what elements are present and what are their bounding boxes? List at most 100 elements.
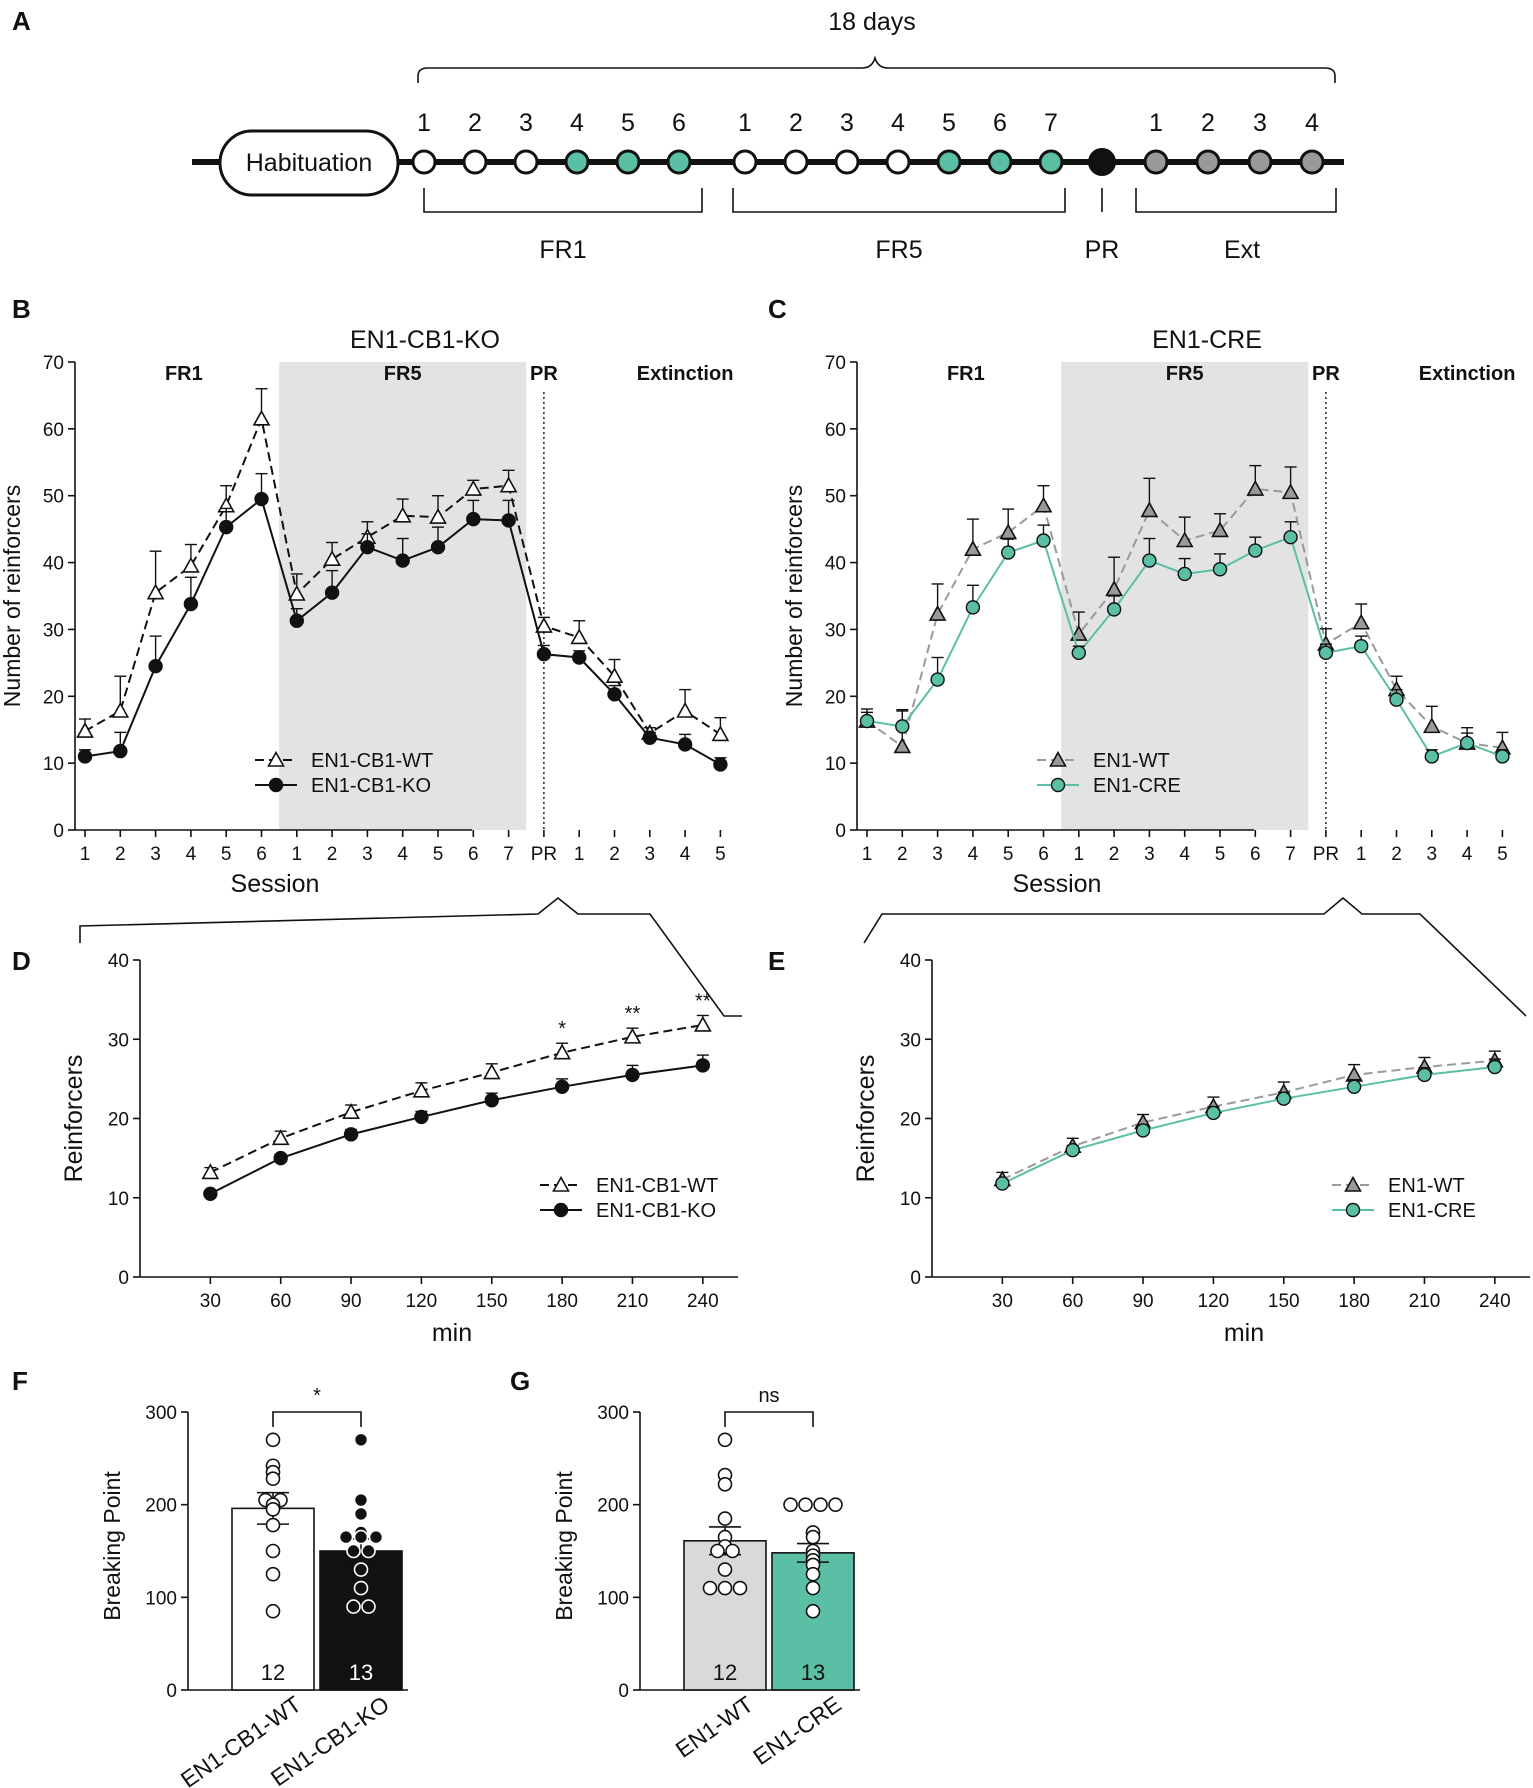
- series-line: [1001, 1059, 1495, 1181]
- data-point-circle: [965, 600, 981, 615]
- data-point-circle: [1106, 602, 1122, 617]
- sample-size-label: 13: [349, 1660, 373, 1685]
- x-tick-label: 3: [362, 844, 373, 865]
- data-point-circle: [1001, 545, 1016, 560]
- individual-data-point: [828, 1497, 843, 1512]
- data-point-circle: [466, 511, 481, 527]
- legend-label: EN1-WT: [1093, 750, 1170, 772]
- session-number: 1: [738, 109, 752, 137]
- data-point-circle: [1487, 1059, 1503, 1075]
- y-tick-label: 0: [53, 821, 64, 842]
- phase-label: Extinction: [1419, 363, 1516, 385]
- data-point-triangle: [553, 1043, 571, 1060]
- session-dot: [411, 149, 437, 175]
- x-tick-label: 2: [115, 844, 126, 865]
- individual-data-point: [717, 1562, 733, 1577]
- phase-label: FR5: [384, 363, 422, 385]
- y-axis-label: Number of reinforcers: [0, 485, 25, 707]
- session-number: 5: [621, 109, 635, 137]
- significance-marker: **: [695, 990, 711, 1012]
- ext-label: Ext: [1224, 236, 1260, 264]
- individual-data-point: [265, 1432, 281, 1448]
- x-tick-label: PR: [531, 844, 557, 865]
- x-tick-label: 90: [340, 1291, 361, 1312]
- session-dot: [885, 149, 911, 175]
- series-line: [209, 1064, 703, 1195]
- x-tick-label: PR: [1313, 844, 1339, 865]
- session-number: 6: [993, 109, 1007, 137]
- x-tick-label: 7: [503, 844, 514, 865]
- data-point-circle: [273, 1150, 288, 1166]
- x-tick-label: 1: [80, 844, 91, 865]
- data-point-circle: [1065, 1142, 1080, 1158]
- connector-d: [79, 896, 742, 1017]
- data-point-triangle: [1344, 1175, 1362, 1192]
- session-number: 7: [1044, 109, 1058, 137]
- session-dot: [1038, 149, 1064, 175]
- sample-size-label: 13: [801, 1660, 825, 1685]
- x-tick-label: 6: [256, 844, 267, 865]
- series-en1-cre: [859, 521, 1510, 764]
- data-point-circle: [1389, 692, 1404, 707]
- x-tick-label: 120: [406, 1291, 438, 1312]
- data-point-triangle: [1246, 479, 1265, 496]
- session-dot: [987, 149, 1013, 175]
- data-point-circle: [1283, 529, 1298, 545]
- individual-data-point: [798, 1497, 813, 1512]
- data-point-circle: [642, 730, 657, 745]
- x-tick-label: 210: [1409, 1291, 1441, 1312]
- individual-data-point: [805, 1603, 821, 1619]
- habituation-box: [218, 129, 400, 197]
- panel-label-e: E: [768, 946, 785, 976]
- individual-data-point: [361, 1599, 376, 1614]
- individual-data-point: [265, 1566, 281, 1582]
- session-number: 1: [417, 109, 431, 137]
- x-tick-label: 90: [1132, 1291, 1153, 1312]
- session-dot: [834, 149, 860, 175]
- individual-data-point: [732, 1580, 748, 1596]
- significance-bracket: [272, 1411, 362, 1427]
- y-axis-label: Breaking Point: [551, 1471, 577, 1621]
- legend-label: EN1-CRE: [1388, 1200, 1476, 1222]
- data-point-circle: [1495, 749, 1510, 764]
- x-tick-label: 4: [186, 844, 197, 865]
- x-tick-label: 5: [715, 844, 726, 865]
- individual-data-point: [717, 1476, 733, 1492]
- data-point-circle: [77, 749, 93, 764]
- sample-size-label: 12: [713, 1660, 737, 1685]
- data-point-triangle: [271, 1129, 290, 1146]
- data-point-circle: [148, 659, 163, 674]
- fr1-label: FR1: [539, 236, 586, 264]
- data-point-circle: [183, 596, 199, 612]
- y-tick-label: 50: [825, 487, 846, 508]
- data-point-circle: [1318, 645, 1334, 661]
- x-tick-label: 4: [968, 844, 979, 865]
- x-tick-label: 60: [270, 1291, 291, 1312]
- phase-label: FR5: [1166, 363, 1204, 385]
- data-point-triangle: [1140, 501, 1159, 518]
- data-point-circle: [607, 687, 622, 702]
- session-dot: [783, 149, 809, 175]
- session-dot: [615, 149, 641, 175]
- x-axis-label: min: [1224, 1319, 1264, 1347]
- session-number: 1: [1149, 109, 1163, 137]
- duration-brace: [417, 55, 1336, 83]
- x-category-label: EN1-WT: [671, 1691, 758, 1763]
- data-point-triangle: [412, 1081, 431, 1098]
- y-tick-label: 20: [900, 1110, 921, 1131]
- fr5-shaded-region: [1061, 362, 1309, 830]
- session-number: 3: [840, 109, 854, 137]
- panel-label-f: F: [12, 1366, 28, 1396]
- timeline-panel: 18 days Habituation 1 2 3 4 5 6 1 2 3 4 5 6 7 1 2 3 4 FR…: [192, 8, 1344, 264]
- y-tick-label: 30: [900, 1030, 921, 1051]
- individual-data-point: [265, 1517, 281, 1533]
- x-tick-label: 240: [687, 1291, 719, 1312]
- chart-title: EN1-CB1-KO: [350, 326, 500, 354]
- data-point-circle: [859, 713, 875, 729]
- session-dot: [564, 149, 590, 175]
- individual-data-point: [361, 1543, 376, 1559]
- session-dot: [936, 149, 962, 175]
- session-dot: [462, 149, 488, 175]
- data-point-circle: [1050, 777, 1066, 793]
